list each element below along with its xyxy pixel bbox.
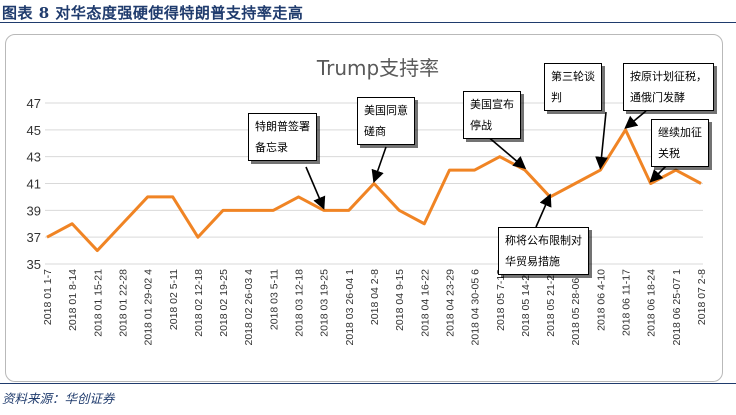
x-tick-label: 2018 05 28-06 3 [570, 269, 582, 346]
annotation-third-round-line2: 判 [551, 91, 562, 104]
annotation-consult-line2: 磋商 [364, 125, 386, 138]
annotation-consult-line1: 美国同意 [364, 104, 408, 117]
x-tick-label: 2018 06 25-07 1 [671, 269, 683, 346]
annotation-tariff-plan-line1: 按原计划征税， [630, 70, 707, 83]
x-tick-label: 2018 02 19-25 [218, 269, 230, 337]
figure-title: 图表 8 对华态度强硬使得特朗普支持率走高 [2, 4, 304, 22]
x-tick-label: 2018 05 7-13 [495, 269, 507, 331]
annotation-arrow [371, 146, 387, 184]
x-tick-label: 2018 04 30-05 6 [470, 269, 482, 346]
x-tick-label: 2018 02 26-03 4 [243, 269, 255, 346]
x-tick-label: 2018 01 15-21 [92, 269, 104, 337]
annotation-more-tariffs-line1: 继续加征 [658, 126, 702, 139]
x-tick-label: 2018 02 5-11 [168, 269, 180, 330]
annotation-consult: 美国同意 磋商 [357, 97, 415, 145]
x-tick-label: 2018 06 4-10 [595, 269, 607, 331]
x-tick-label: 2018 04 2-8 [369, 269, 381, 325]
y-tick-label: 37 [27, 230, 41, 245]
annotation-third-round-line1: 第三轮谈 [551, 70, 595, 83]
annotation-more-tariffs: 继续加征 关税 [651, 119, 709, 167]
x-tick-label: 2018 02 12-18 [193, 269, 205, 337]
x-tick-label: 2018 01 8-14 [67, 269, 79, 331]
annotation-memo-line1: 特朗普签署 [255, 120, 310, 133]
x-tick-label: 2018 05 21-27 [545, 269, 557, 337]
x-tick-label: 2018 01 22-28 [117, 269, 129, 337]
annotation-arrow [595, 111, 608, 170]
x-tick-label: 2018 06 18-24 [646, 269, 658, 337]
y-tick-label: 35 [27, 257, 41, 272]
annotation-more-tariffs-line2: 关税 [658, 147, 680, 160]
x-tick-label: 2018 01 1-7 [42, 269, 54, 325]
annotation-arrow [535, 193, 552, 228]
annotation-trade-restrictions-line2: 华贸易措施 [505, 255, 560, 268]
x-tick-label: 2018 03 5-11 [268, 269, 280, 330]
y-tick-label: 45 [27, 123, 41, 138]
x-tick-label: 2018 03 19-25 [319, 269, 331, 337]
annotation-tariff-plan-line2: 通俄门发酵 [630, 91, 685, 104]
y-tick-label: 39 [27, 203, 41, 218]
annotation-trade-restrictions: 称将公布限制对 华贸易措施 [498, 227, 589, 275]
annotation-memo: 特朗普签署 备忘录 [248, 113, 317, 161]
series-line [46, 128, 702, 253]
source-note: 资料来源：华创证券 [2, 391, 115, 406]
annotation-arrow [624, 110, 647, 129]
annotation-tariff-plan: 按原计划征税， 通俄门发酵 [623, 63, 714, 111]
chart-panel: Trump支持率 35 37 39 41 43 45 47 2018 01 1-7 2018 01… [5, 34, 723, 382]
figure-header: 图表 8 对华态度强硬使得特朗普支持率走高 [0, 0, 736, 23]
annotation-truce-line1: 美国宣布 [470, 98, 514, 111]
x-tick-label: 2018 04 9-15 [394, 269, 406, 331]
y-tick-label: 41 [27, 177, 41, 192]
x-tick-label: 2018 06 11-17 [621, 269, 633, 336]
annotation-trade-restrictions-line1: 称将公布限制对 [505, 234, 582, 247]
annotation-arrow [485, 134, 527, 170]
x-tick-label: 2018 03 26-04 1 [344, 269, 356, 346]
annotation-arrow [305, 166, 326, 210]
y-tick-label: 47 [27, 96, 41, 111]
x-tick-label: 2018 03 12-18 [294, 269, 306, 337]
x-tick-label: 2018 07 2-8 [696, 269, 708, 325]
x-tick-label: 2018 04 23-29 [444, 269, 456, 337]
y-tick-label: 43 [27, 150, 41, 165]
x-tick-label: 2018 01 29-02 4 [143, 269, 155, 346]
annotation-truce-line2: 停战 [470, 119, 492, 132]
x-tick-label: 2018 04 16-22 [419, 269, 431, 337]
annotation-memo-line2: 备忘录 [255, 141, 288, 154]
line-chart: Trump支持率 35 37 39 41 43 45 47 2018 01 1-7 2018 01… [27, 56, 708, 346]
figure-footer: 资料来源：华创证券 [0, 383, 736, 415]
annotation-third-round: 第三轮谈 判 [544, 63, 602, 111]
x-tick-label: 2018 05 14-20 [520, 269, 532, 337]
annotation-truce: 美国宣布 停战 [463, 91, 521, 139]
chart-title: Trump支持率 [316, 56, 439, 80]
